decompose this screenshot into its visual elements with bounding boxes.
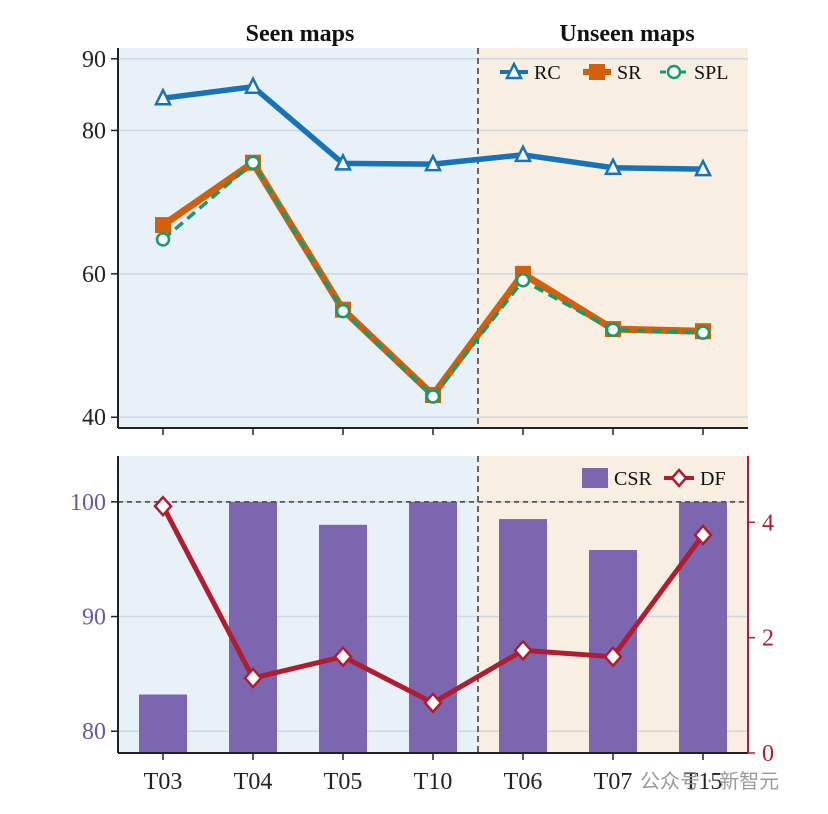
y-tick-label-right: 4 xyxy=(762,510,774,536)
point-spl-t10 xyxy=(425,389,441,404)
point-rc-t15 xyxy=(693,158,713,177)
point-df-t07 xyxy=(603,645,623,668)
legend-marker-rc xyxy=(504,61,524,80)
point-df-t06 xyxy=(513,639,533,662)
point-spl-t04 xyxy=(245,155,261,170)
series-df xyxy=(153,495,713,714)
point-rc-t07 xyxy=(603,156,623,175)
x-tick-label-t07: T07 xyxy=(594,769,633,795)
point-spl-t03 xyxy=(155,232,171,247)
bar-csr-t06 xyxy=(499,519,547,753)
point-df-t03 xyxy=(153,495,173,518)
x-tick-label-t03: T03 xyxy=(144,769,183,795)
bar-csr-t05 xyxy=(319,524,367,753)
x-tick-label-t05: T05 xyxy=(324,769,363,795)
bar-csr-t10 xyxy=(409,501,457,753)
point-rc-t06 xyxy=(513,144,533,163)
y-tick-label: 90 xyxy=(82,47,106,73)
watermark: 公众号 · 新智元 xyxy=(640,769,779,793)
top-panel: 40 60 80 90 Seen maps Unseen maps RC SR SPL xyxy=(82,21,748,435)
y-tick-label: 80 xyxy=(82,118,106,144)
x-tick-label-t10: T10 xyxy=(414,769,453,795)
legend-marker-spl xyxy=(666,64,682,80)
y-tick-label-left: 80 xyxy=(82,719,106,745)
point-rc-t10 xyxy=(423,153,443,172)
point-spl-t07 xyxy=(605,322,621,338)
y-tick-label-right: 2 xyxy=(762,626,774,652)
x-tick-label-t15: T15 xyxy=(684,769,723,795)
y-tick-label: 60 xyxy=(82,262,106,288)
bar-csr-t04 xyxy=(229,501,277,753)
point-rc-t03 xyxy=(153,87,173,106)
legend-label-df: DF xyxy=(700,468,726,490)
point-df-t04 xyxy=(243,667,263,689)
series-rc xyxy=(153,75,713,177)
point-df-t10 xyxy=(423,691,443,714)
point-rc-t04 xyxy=(243,75,263,94)
y-tick-label-left: 100 xyxy=(70,490,106,516)
group-title-seen: Seen maps xyxy=(246,21,355,47)
series-spl xyxy=(155,155,711,404)
legend-marker-df xyxy=(670,468,688,488)
x-tick-label-t06: T06 xyxy=(504,769,543,795)
point-spl-t05 xyxy=(335,303,351,319)
legend-label-sr: SR xyxy=(617,62,642,84)
y-tick-label: 40 xyxy=(82,405,106,431)
legend-bottom: CSR DF xyxy=(582,468,726,490)
point-rc-t05 xyxy=(333,152,353,171)
legend-label-csr: CSR xyxy=(614,468,652,490)
y-tick-label-right: 0 xyxy=(762,741,774,767)
y-tick-label-left: 90 xyxy=(82,605,106,631)
point-df-t15 xyxy=(693,524,713,546)
point-spl-t15 xyxy=(695,325,711,340)
x-tick-label-t04: T04 xyxy=(234,769,273,795)
bottom-panel: 80 90 100 0 2 4 T03 T04 T05 T10 T06 T07 T15 CSR DF xyxy=(70,456,774,795)
legend-swatch-csr xyxy=(582,468,608,488)
group-title-unseen: Unseen maps xyxy=(559,21,694,47)
point-spl-t06 xyxy=(515,273,531,288)
unseen-maps-region xyxy=(478,48,748,428)
bar-csr-t03 xyxy=(139,694,187,753)
legend-marker-sr xyxy=(589,64,605,80)
point-sr-t03 xyxy=(155,217,171,234)
legend-label-rc: RC xyxy=(534,62,561,84)
point-df-t05 xyxy=(333,645,353,668)
legend-label-spl: SPL xyxy=(694,62,728,84)
legend-top: RC SR SPL xyxy=(500,61,728,84)
